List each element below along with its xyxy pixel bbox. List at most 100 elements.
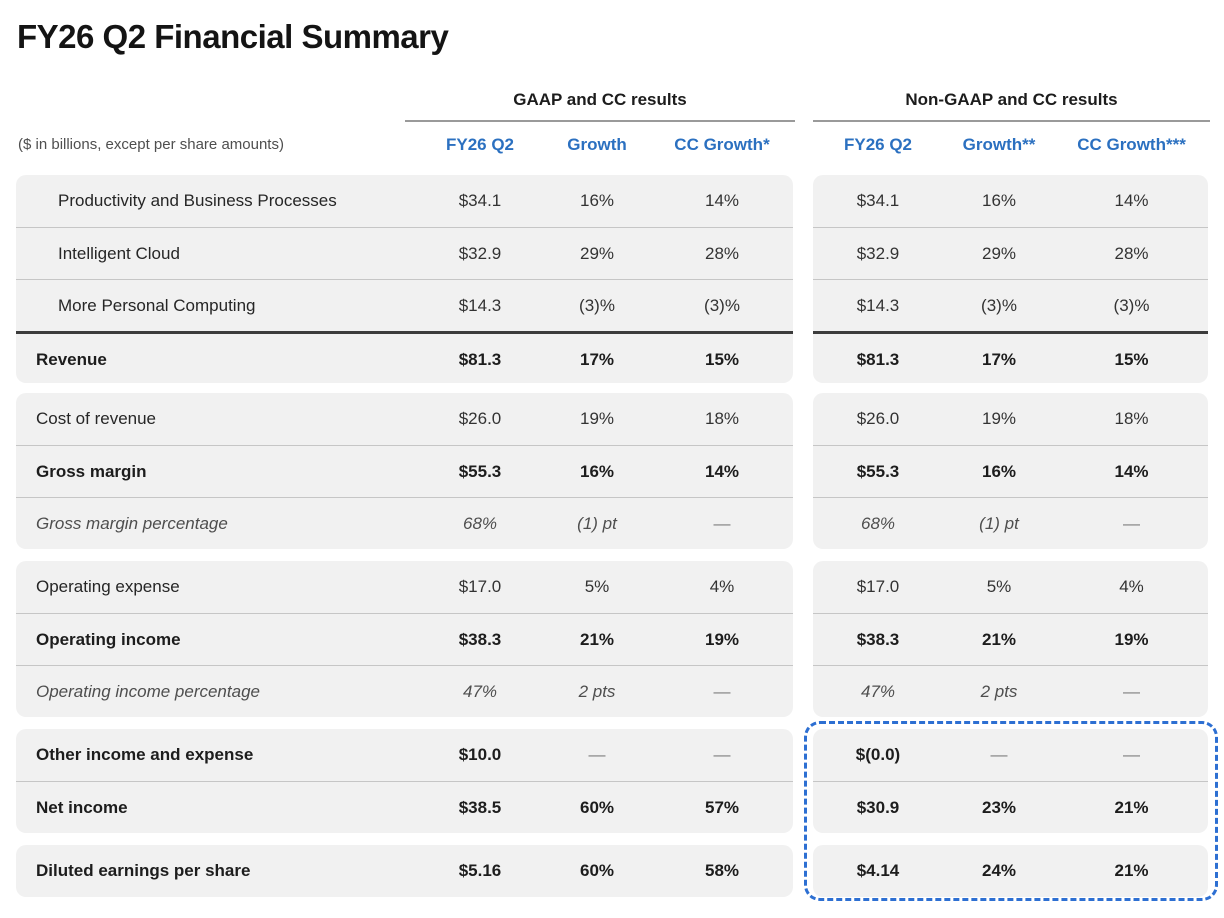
non-gaap-value: 16%	[981, 191, 1017, 210]
table-row: $38.3 21% 19%	[813, 613, 1208, 665]
non-gaap-value: 5%	[986, 577, 1012, 596]
non-gaap-value: $26.0	[856, 409, 900, 428]
gaap-value: (3)%	[579, 296, 615, 315]
table-row: Other income and expense $10.0 — —	[16, 729, 793, 781]
gaap-value: $81.3	[458, 350, 502, 369]
table-row: Net income $38.5 60% 57%	[16, 781, 793, 833]
non-gaap-value: 19%	[981, 409, 1017, 428]
row-label: Productivity and Business Processes	[58, 191, 337, 210]
gaap-value: $26.0	[458, 409, 502, 428]
gaap-block-net-income: Other income and expense $10.0 — — Net i…	[16, 729, 793, 833]
non-gaap-block-gross-margin: $26.0 19% 18% $55.3 16% 14% 68% (1) pt —	[813, 393, 1208, 549]
non-gaap-value: 14%	[1114, 462, 1149, 481]
non-gaap-value: 47%	[860, 682, 896, 701]
table-row: $14.3 (3)% (3)%	[813, 279, 1208, 331]
non-gaap-group-header: Non-GAAP and CC results	[905, 90, 1118, 109]
gaap-value: $34.1	[458, 191, 502, 210]
gaap-value: 29%	[579, 244, 615, 263]
net-income-band: Other income and expense $10.0 — — Net i…	[16, 729, 1208, 833]
non-gaap-value: 24%	[981, 861, 1017, 880]
gaap-group-header: GAAP and CC results	[513, 90, 687, 109]
gaap-value: 21%	[579, 630, 615, 649]
non-gaap-value: 17%	[981, 350, 1017, 369]
gaap-value: $38.5	[458, 798, 502, 817]
non-gaap-value: 14%	[1114, 191, 1149, 210]
gaap-value: 18%	[704, 409, 740, 428]
table-row: Intelligent Cloud $32.9 29% 28%	[16, 227, 793, 279]
non-gaap-col-cc-growth: CC Growth***	[1077, 135, 1186, 154]
non-gaap-value: (3)%	[981, 296, 1017, 315]
non-gaap-value: 19%	[1114, 630, 1149, 649]
non-gaap-value: (3)%	[1113, 296, 1150, 315]
gaap-value-dash: —	[713, 745, 731, 764]
gaap-block-eps: Diluted earnings per share $5.16 60% 58%	[16, 845, 793, 897]
non-gaap-value: $32.9	[856, 244, 900, 263]
gaap-value: 60%	[579, 861, 615, 880]
gaap-block-operating: Operating expense $17.0 5% 4% Operating …	[16, 561, 793, 717]
row-label: Operating expense	[36, 577, 180, 596]
non-gaap-value: $34.1	[856, 191, 900, 210]
gaap-value: 60%	[579, 798, 615, 817]
gaap-value: $5.16	[458, 861, 502, 880]
row-label: Revenue	[36, 350, 107, 369]
non-gaap-value: 23%	[981, 798, 1017, 817]
non-gaap-value: $4.14	[856, 861, 900, 880]
non-gaap-value: $17.0	[856, 577, 900, 596]
non-gaap-value: 16%	[981, 462, 1017, 481]
non-gaap-block-eps: $4.14 24% 21%	[813, 845, 1208, 897]
gaap-block-revenue: Productivity and Business Processes $34.…	[16, 175, 793, 383]
table-row: More Personal Computing $14.3 (3)% (3)%	[16, 279, 793, 331]
row-label: Operating income	[36, 630, 181, 649]
table-row: $26.0 19% 18%	[813, 393, 1208, 445]
gaap-value: $14.3	[458, 296, 502, 315]
table-row: $55.3 16% 14%	[813, 445, 1208, 497]
revenue-band: Productivity and Business Processes $34.…	[16, 175, 1208, 383]
gaap-value: 17%	[579, 350, 615, 369]
gaap-group-rule	[405, 120, 795, 122]
table-row: $30.9 23% 21%	[813, 781, 1208, 833]
non-gaap-value: 18%	[1114, 409, 1149, 428]
row-label: More Personal Computing	[58, 296, 256, 315]
table-row: $32.9 29% 28%	[813, 227, 1208, 279]
gaap-value: 28%	[704, 244, 740, 263]
non-gaap-value-dash: —	[1123, 514, 1140, 533]
table-row: Operating income percentage 47% 2 pts —	[16, 665, 793, 717]
table-row: Productivity and Business Processes $34.…	[16, 175, 793, 227]
table-row: $(0.0) — —	[813, 729, 1208, 781]
row-label: Diluted earnings per share	[36, 861, 251, 880]
gaap-value: (3)%	[704, 296, 740, 315]
gaap-value: 16%	[579, 191, 615, 210]
gaap-value: 5%	[584, 577, 610, 596]
table-row: Diluted earnings per share $5.16 60% 58%	[16, 845, 793, 897]
table-row-total: Revenue $81.3 17% 15%	[16, 331, 793, 383]
page-title: FY26 Q2 Financial Summary	[17, 18, 449, 55]
column-header-row: ($ in billions, except per share amounts…	[16, 130, 1208, 160]
non-gaap-value: $30.9	[856, 798, 900, 817]
gaap-value: 15%	[704, 350, 740, 369]
row-label: Other income and expense	[36, 745, 254, 764]
non-gaap-value: $55.3	[856, 462, 900, 481]
row-label: Net income	[36, 798, 128, 817]
non-gaap-value: $81.3	[856, 350, 900, 369]
non-gaap-block-net-income: $(0.0) — — $30.9 23% 21%	[813, 729, 1208, 833]
non-gaap-value-dash: —	[1123, 682, 1140, 701]
non-gaap-value: $38.3	[856, 630, 900, 649]
non-gaap-value: 21%	[1114, 798, 1149, 817]
gaap-value: $38.3	[458, 630, 502, 649]
gaap-col-growth: Growth	[567, 135, 627, 154]
row-label: Cost of revenue	[36, 409, 157, 428]
gaap-value: $55.3	[458, 462, 502, 481]
non-gaap-col-fy26q2: FY26 Q2	[843, 135, 913, 154]
table-row: 68% (1) pt —	[813, 497, 1208, 549]
table-row: 47% 2 pts —	[813, 665, 1208, 717]
non-gaap-block-revenue: $34.1 16% 14% $32.9 29% 28% $14.3 (3)% (…	[813, 175, 1208, 383]
gaap-value-dash: —	[588, 745, 606, 764]
non-gaap-group-rule	[813, 120, 1210, 122]
row-label: Intelligent Cloud	[58, 244, 180, 263]
non-gaap-value: $14.3	[856, 296, 900, 315]
gaap-col-fy26q2: FY26 Q2	[445, 135, 515, 154]
gaap-value: (1) pt	[577, 514, 617, 533]
eps-band: Diluted earnings per share $5.16 60% 58%…	[16, 845, 1208, 897]
non-gaap-value: 29%	[981, 244, 1017, 263]
